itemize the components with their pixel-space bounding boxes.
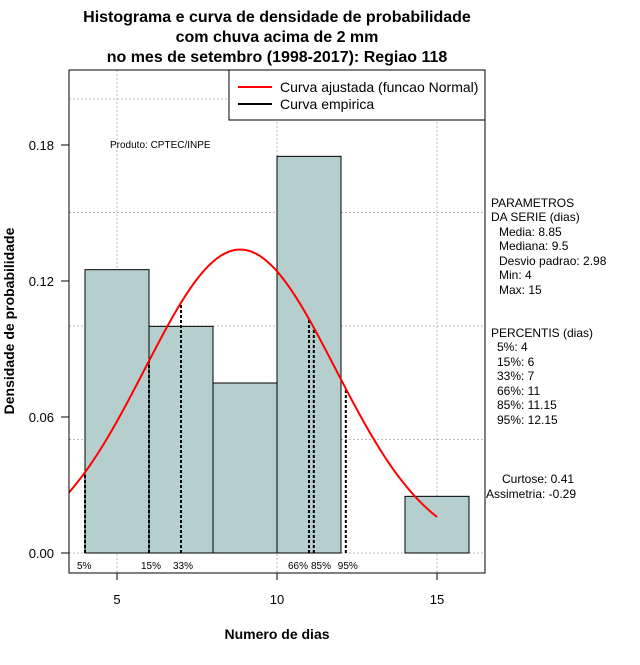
percentile-label: 33% [173, 561, 193, 572]
product-annotation: Produto: CPTEC/INPE [110, 140, 211, 151]
percentil-33: 33%: 7 [497, 369, 535, 383]
percentile-label: 66% [288, 561, 308, 572]
x-axis-label: Numero de dias [224, 626, 329, 642]
percentile-label: 5% [77, 561, 92, 572]
y-tick-label: 0.18 [29, 138, 54, 153]
histogram-bar [84, 269, 150, 554]
percentile-label: 95% [338, 561, 358, 572]
histogram-bar [404, 495, 470, 554]
x-tick-label: 15 [430, 592, 444, 607]
assimetria: Assimetria: -0.29 [486, 487, 576, 501]
percentil-66: 66%: 11 [497, 384, 540, 398]
percentil-85: 85%: 11.15 [497, 398, 557, 412]
percentil-5: 5%: 4 [497, 340, 528, 354]
percentil-15: 15%: 6 [497, 355, 535, 369]
curtose: Curtose: 0.41 [502, 472, 574, 486]
percentis-title: PERCENTIS (dias) [491, 326, 593, 340]
x-tick-label: 5 [113, 592, 120, 607]
parametros-title-2: DA SERIE (dias) [491, 210, 580, 224]
normal-curve [68, 248, 438, 518]
param-max: Max: 15 [499, 283, 542, 297]
parametros-title-1: PARAMETROS [491, 196, 574, 210]
legend-label-empirical: Curva empirica [280, 96, 374, 112]
x-tick-label: 10 [270, 592, 284, 607]
y-axis-label: Densidade de probabilidade [1, 227, 17, 414]
y-tick-label: 0.12 [29, 274, 54, 289]
chart-title-line-1: Histograma e curva de densidade de proba… [83, 9, 471, 26]
chart-title-line-3: no mes de setembro (1998-2017): Regiao 1… [107, 49, 448, 66]
percentil-95: 95%: 12.15 [497, 413, 558, 427]
chart-title-line-2: com chuva acima de 2 mm [176, 29, 379, 46]
percentile-label: 85% [311, 561, 331, 572]
histogram-bar [212, 382, 278, 554]
param-mediana: Mediana: 9.5 [499, 239, 569, 253]
percentile-label: 15% [141, 561, 161, 572]
param-media: Media: 8.85 [499, 225, 562, 239]
side-panel: PARAMETROS DA SERIE (dias) Media: 8.85 M… [486, 196, 607, 501]
y-tick-label: 0.00 [29, 546, 54, 561]
legend: Curva ajustada (funcao Normal) Curva emp… [228, 69, 486, 121]
param-desvio: Desvio padrao: 2.98 [499, 254, 607, 268]
legend-label-normal: Curva ajustada (funcao Normal) [280, 79, 478, 95]
param-min: Min: 4 [499, 268, 532, 282]
y-tick-label: 0.06 [29, 410, 54, 425]
histogram-bar [276, 155, 342, 554]
